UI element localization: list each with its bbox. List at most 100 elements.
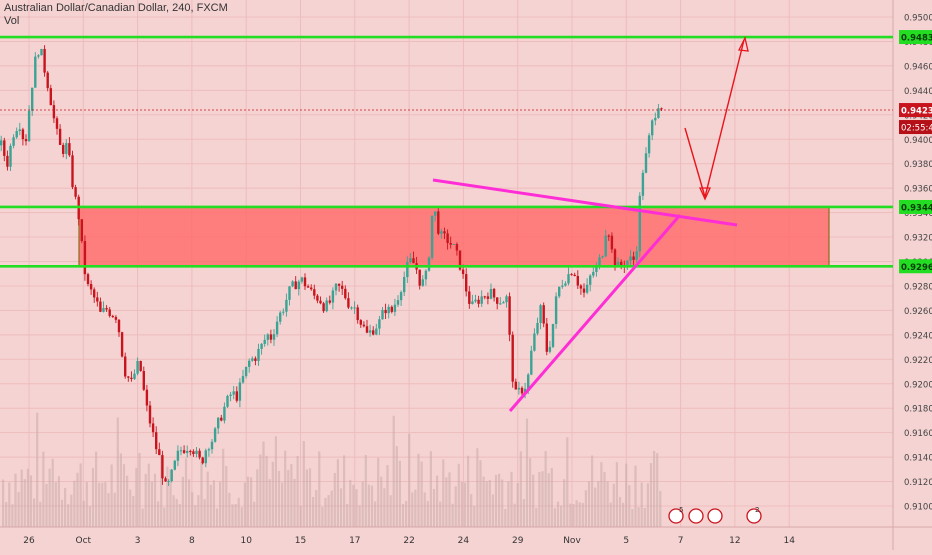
volume-bar xyxy=(569,503,572,527)
volume-bar xyxy=(321,506,324,527)
volume-bar xyxy=(60,499,64,527)
candle-body xyxy=(527,374,530,389)
candle-body xyxy=(657,108,660,118)
candle-body xyxy=(49,88,52,106)
candle-body xyxy=(195,450,198,455)
volume-bar xyxy=(33,498,36,527)
volume-bar xyxy=(57,476,60,527)
volume-bar xyxy=(76,472,79,527)
volume-bar xyxy=(191,492,194,527)
price-badge-current: 0.94239 xyxy=(901,107,932,117)
candle-body xyxy=(210,441,214,450)
candle-body xyxy=(502,302,505,304)
volume-bar xyxy=(243,482,246,527)
volume-bar xyxy=(383,488,386,527)
volume-bar xyxy=(637,507,640,527)
volume-bar xyxy=(259,454,262,527)
volume-bar xyxy=(408,433,411,527)
candle-body xyxy=(585,284,589,293)
candle-body xyxy=(9,145,12,167)
candle-body xyxy=(71,155,74,188)
candle-body xyxy=(492,288,496,298)
candle-body xyxy=(437,211,440,234)
candle-body xyxy=(558,286,561,297)
candle-body xyxy=(365,326,369,333)
candle-body xyxy=(489,288,493,299)
volume-bar xyxy=(268,479,271,527)
candle-body xyxy=(353,307,356,309)
volume-bar xyxy=(609,502,612,527)
candle-body xyxy=(334,283,338,291)
candle-body xyxy=(548,346,552,352)
candle-body xyxy=(226,395,229,407)
volume-label[interactable]: Vol xyxy=(4,15,20,27)
candle-body xyxy=(74,187,77,197)
volume-bar xyxy=(5,502,8,527)
candle-body xyxy=(46,72,49,89)
symbol-title[interactable]: Australian Dollar/Canadian Dollar, 240, … xyxy=(4,2,228,14)
candle-body xyxy=(452,244,455,246)
event-count-2: 2 xyxy=(755,506,759,514)
candle-body xyxy=(403,277,406,293)
volume-bar xyxy=(634,465,637,527)
candle-body xyxy=(257,348,260,361)
candle-body xyxy=(350,307,353,309)
candle-body xyxy=(114,316,118,320)
candle-body xyxy=(303,277,307,287)
candle-body xyxy=(449,243,452,245)
volume-bar xyxy=(494,474,498,527)
volume-bar xyxy=(476,448,479,527)
volume-bar xyxy=(560,505,563,527)
volume-bar xyxy=(550,468,553,527)
candle-body xyxy=(192,451,195,455)
volume-bar xyxy=(470,494,473,527)
candle-body xyxy=(424,270,428,280)
candle-body xyxy=(592,271,595,276)
volume-bar xyxy=(352,484,355,527)
candle-body xyxy=(496,297,499,304)
candle-body xyxy=(561,285,564,287)
candle-body xyxy=(579,285,583,289)
candle-body xyxy=(474,299,477,302)
candle-body xyxy=(24,139,28,142)
candle-body xyxy=(390,306,393,312)
volume-bar xyxy=(70,494,73,527)
volume-bar xyxy=(553,508,556,527)
volume-bar xyxy=(88,506,91,527)
candle-body xyxy=(378,319,381,329)
volume-bar xyxy=(219,481,222,527)
candle-body xyxy=(440,231,443,234)
volume-bar xyxy=(556,501,560,527)
candle-body xyxy=(341,285,344,289)
volume-bar xyxy=(467,455,470,527)
volume-bar xyxy=(67,504,70,527)
volume-bar xyxy=(333,473,336,527)
volume-bar xyxy=(516,483,519,527)
volume-bar xyxy=(42,451,45,527)
candle-body xyxy=(399,292,403,301)
volume-bar xyxy=(346,503,349,527)
volume-bar xyxy=(625,463,628,527)
volume-bar xyxy=(11,504,14,527)
candle-body xyxy=(483,296,486,298)
candle-body xyxy=(567,274,570,284)
candle-body xyxy=(604,235,607,257)
candle-body xyxy=(294,281,297,290)
candle-body xyxy=(130,377,133,379)
volume-bar xyxy=(653,451,656,527)
volume-bar xyxy=(640,482,643,527)
volume-bar xyxy=(178,504,181,527)
volume-bar xyxy=(175,498,178,527)
volume-bar xyxy=(91,468,95,527)
volume-bar xyxy=(436,475,439,527)
volume-bar xyxy=(544,451,547,527)
volume-bar xyxy=(525,418,529,527)
candle-body xyxy=(176,450,180,461)
volume-bar xyxy=(575,500,578,527)
candle-body xyxy=(139,361,142,371)
candle-body xyxy=(477,299,480,304)
candle-body xyxy=(223,406,226,421)
